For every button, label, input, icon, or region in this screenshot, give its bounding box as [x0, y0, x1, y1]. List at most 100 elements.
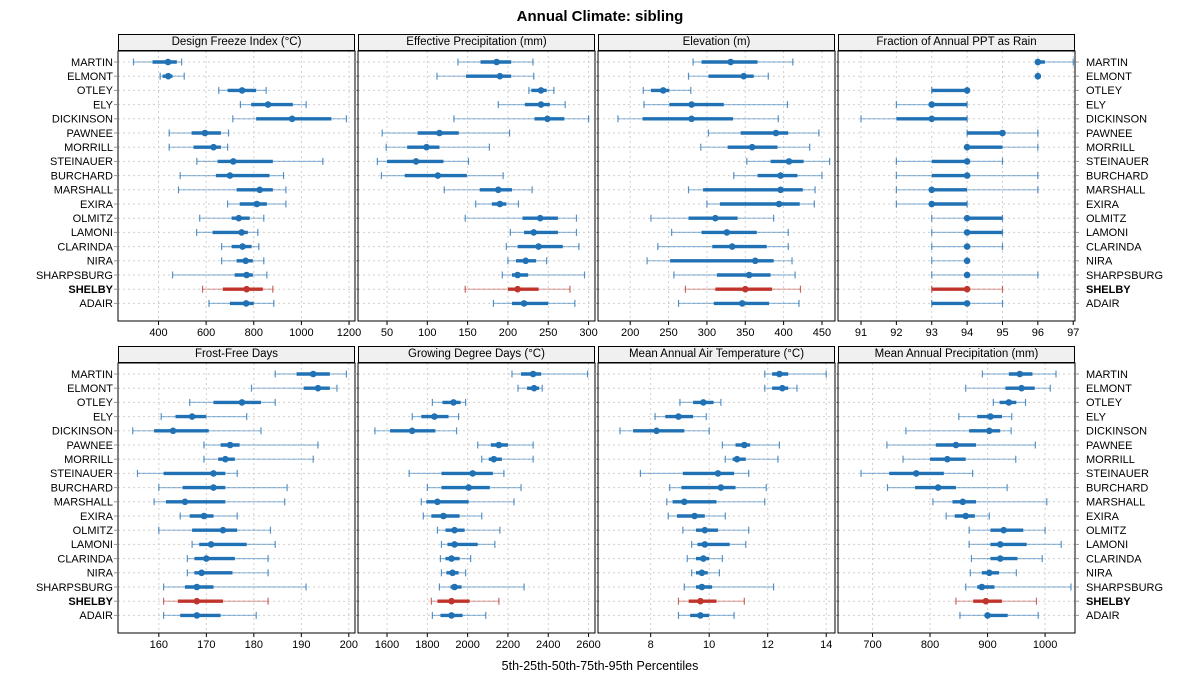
axis-label: 12	[762, 639, 774, 651]
median-dot	[412, 158, 420, 165]
axis-label: 14	[820, 639, 832, 651]
axis-label: CLARINDA	[1086, 241, 1142, 253]
axis-label: 10	[703, 639, 715, 651]
axis-label: PAWNEE	[67, 440, 113, 452]
series-elmont	[250, 384, 338, 392]
median-dot	[495, 441, 503, 449]
median-dot	[675, 413, 682, 420]
median-dot	[537, 101, 545, 108]
strip-growing-degree-days: Growing Degree Days (°C)	[358, 346, 595, 363]
median-dot	[751, 257, 759, 265]
axis-label: 250	[659, 327, 677, 339]
axis-label: EXIRA	[80, 199, 114, 211]
series-otley	[528, 86, 555, 94]
x-axis: 91 92 93 94 95 96 97	[855, 321, 1079, 339]
series-shelby	[201, 285, 274, 293]
axis-label: 300	[579, 327, 597, 339]
panel-design-freeze-index-c: 400 600 800 1000 1200	[114, 50, 361, 339]
series-dickinson	[374, 427, 458, 435]
median-dot	[963, 143, 971, 151]
median-dot	[434, 172, 442, 179]
axis-label: MORRILL	[64, 142, 113, 154]
median-dot	[207, 541, 215, 548]
series-adair	[959, 611, 1039, 619]
median-dot	[740, 441, 748, 449]
median-dot	[451, 583, 458, 591]
x-axis: 400 600 800 1000 1200	[149, 321, 361, 339]
series-sharpsburg	[965, 583, 1072, 591]
median-dot	[999, 129, 1006, 137]
axis-label: OLMITZ	[73, 213, 114, 225]
series-dickinson	[619, 427, 710, 435]
median-dot	[193, 597, 201, 605]
series-adair	[208, 299, 275, 307]
series-burchard	[426, 484, 522, 492]
gridlines	[594, 363, 839, 633]
axis-label: 1800	[415, 639, 439, 651]
median-dot	[219, 526, 227, 534]
median-dot	[714, 470, 722, 477]
median-dot	[450, 399, 457, 406]
axis-label: SHARPSBURG	[36, 270, 113, 282]
series-lamoni	[691, 540, 747, 548]
series-martin	[274, 370, 348, 378]
series-dickinson	[860, 115, 968, 123]
series-dickinson	[232, 115, 348, 123]
series-pawnee	[203, 441, 319, 449]
axis-label: SHELBY	[68, 284, 113, 296]
axis-label: MARSHALL	[54, 497, 113, 509]
median-dot	[1018, 384, 1025, 392]
median-dot	[982, 597, 990, 605]
axis-label: BURCHARD	[1086, 170, 1148, 182]
axis-label: ELMONT	[1086, 71, 1132, 83]
axis-label: STEINAUER	[50, 156, 113, 168]
series-clarinda	[505, 243, 580, 251]
series-clarinda	[657, 243, 789, 251]
median-dot	[423, 143, 430, 151]
series-dickinson	[453, 115, 590, 123]
axis-label: BURCHARD	[51, 170, 113, 182]
median-dot	[776, 370, 783, 378]
median-dot	[188, 413, 196, 420]
median-dot	[700, 399, 707, 406]
series-steinauer	[408, 469, 505, 477]
median-dot	[928, 115, 936, 123]
axis-label: OTLEY	[1086, 85, 1123, 97]
axis-label: SHELBY	[1086, 596, 1131, 608]
median-dot	[535, 243, 542, 250]
median-dot	[239, 243, 246, 250]
median-dot	[520, 300, 528, 307]
series-lamoni	[968, 540, 1062, 548]
gridlines	[114, 363, 359, 633]
series-lamoni	[671, 228, 789, 236]
series-shelby	[931, 285, 1004, 293]
axis-label: STEINAUER	[1086, 468, 1149, 480]
series-steinauer	[860, 469, 974, 477]
axis-label: ELMONT	[1086, 383, 1132, 395]
series-olmitz	[158, 526, 272, 534]
axis-label: DICKINSON	[1086, 426, 1147, 438]
series-martin	[457, 58, 534, 66]
series-elmont	[965, 384, 1051, 392]
axis-label: STEINAUER	[1086, 156, 1149, 168]
series-clarinda	[686, 555, 723, 563]
axis-label: ELMONT	[67, 383, 113, 395]
median-dot	[928, 200, 936, 208]
series-steinauer	[376, 157, 470, 165]
panel-mean-annual-air-temperature-c: 8 10 12 14	[594, 362, 839, 651]
series-clarinda	[439, 555, 472, 563]
axis-label: EXIRA	[1086, 199, 1120, 211]
median-dot	[748, 143, 756, 151]
median-dot	[963, 229, 971, 236]
series-steinauer	[895, 157, 1004, 165]
median-dot	[697, 597, 704, 605]
median-dot	[496, 200, 504, 208]
axis-label: BURCHARD	[51, 482, 113, 494]
median-dot	[537, 87, 545, 94]
median-dot	[691, 512, 698, 520]
series-sharpsburg	[438, 583, 525, 591]
series-clarinda	[186, 555, 269, 563]
series-marshall	[443, 186, 533, 194]
axis-label: ELMONT	[67, 71, 113, 83]
